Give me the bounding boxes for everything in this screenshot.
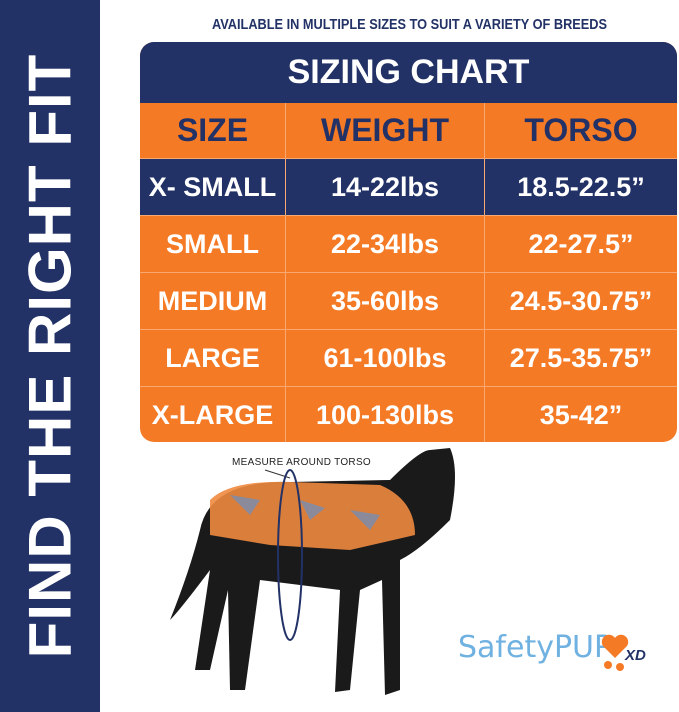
measure-loop (277, 469, 303, 641)
header-weight: WEIGHT (286, 103, 485, 158)
table-row: LARGE 61-100lbs 27.5-35.75” (140, 329, 677, 386)
weight-cell: 35-60lbs (286, 273, 485, 329)
subtitle: AVAILABLE IN MULTIPLE SIZES TO SUIT A VA… (211, 16, 608, 33)
table-row: MEDIUM 35-60lbs 24.5-30.75” (140, 272, 677, 329)
table-row: X- SMALL 14-22lbs 18.5-22.5” (140, 158, 677, 215)
size-cell: X- SMALL (140, 159, 286, 215)
weight-cell: 61-100lbs (286, 330, 485, 386)
table-row: X-LARGE 100-130lbs 35-42” (140, 386, 677, 442)
size-cell: MEDIUM (140, 273, 286, 329)
weight-cell: 100-130lbs (286, 387, 485, 442)
chart-title: SIZING CHART (140, 42, 677, 103)
torso-cell: 35-42” (539, 399, 623, 430)
sizing-chart: SIZING CHART SIZE WEIGHT TORSO X- SMALL … (140, 42, 677, 442)
torso-cell: 22-27.5” (528, 228, 634, 259)
logo-suffix: XD (625, 647, 646, 664)
torso-cell: 27.5-35.75” (509, 342, 653, 373)
weight-cell: 14-22lbs (286, 159, 485, 215)
size-cell: SMALL (140, 216, 286, 272)
dog-image (170, 448, 455, 695)
header-torso: TORSO (524, 112, 638, 148)
weight-cell: 22-34lbs (286, 216, 485, 272)
camo-pattern (230, 495, 380, 530)
side-banner: FIND THE RIGHT FIT (0, 0, 100, 712)
brand-logo: SafetyPUP (458, 630, 613, 665)
size-cell: X-LARGE (140, 387, 286, 442)
header-size: SIZE (140, 103, 286, 158)
torso-cell: 24.5-30.75” (509, 285, 653, 316)
side-title: FIND THE RIGHT FIT (16, 53, 84, 659)
header-row: SIZE WEIGHT TORSO (140, 103, 677, 158)
table-row: SMALL 22-34lbs 22-27.5” (140, 215, 677, 272)
paw-heart-icon (601, 634, 629, 671)
torso-cell: 18.5-22.5” (517, 171, 645, 202)
size-cell: LARGE (140, 330, 286, 386)
measure-caption: MEASURE AROUND TORSO (232, 457, 371, 468)
